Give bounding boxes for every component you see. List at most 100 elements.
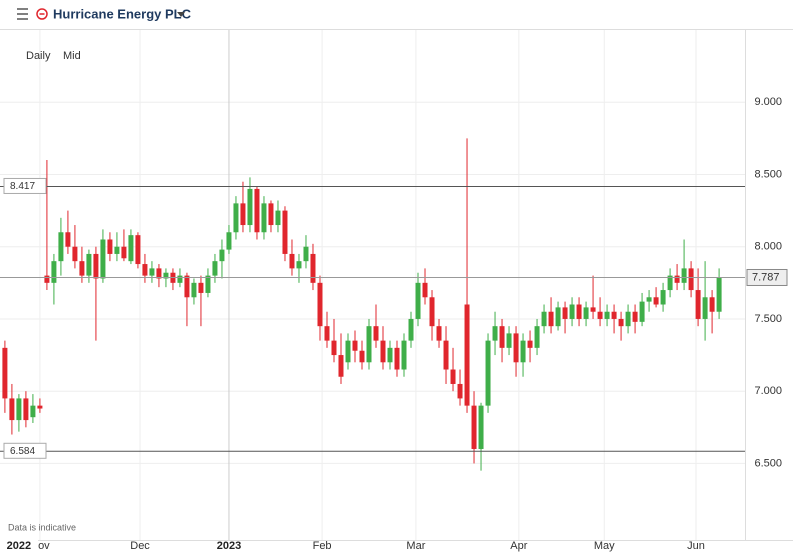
candle-body <box>716 277 722 312</box>
candle-body <box>464 304 470 406</box>
candle-body <box>541 311 547 327</box>
candle-body <box>16 398 22 421</box>
candle-body <box>359 350 365 363</box>
candle-body <box>219 249 225 262</box>
candle-body <box>387 347 393 363</box>
y-tick-label: 8.000 <box>754 241 782 253</box>
candle-body <box>345 340 351 363</box>
y-tick-label: 7.500 <box>754 313 782 325</box>
candle-body <box>450 369 456 384</box>
candle-body <box>268 203 274 226</box>
candle-body <box>30 405 36 418</box>
candle-body <box>667 275 673 291</box>
candle-body <box>191 282 197 298</box>
candle-body <box>37 405 43 409</box>
candle-body <box>688 268 694 291</box>
last-price-label: 7.787 <box>752 271 780 283</box>
candle-body <box>296 261 302 269</box>
candle-body <box>569 304 575 319</box>
candle-body <box>114 246 120 254</box>
candle-body <box>618 318 624 327</box>
x-tick-label: Apr <box>510 540 527 552</box>
x-tick-label: May <box>594 540 615 552</box>
dropdown-arrow[interactable] <box>177 12 185 17</box>
candle-body <box>163 272 169 279</box>
candle-body <box>590 307 596 312</box>
candle-body <box>548 311 554 327</box>
y-tick-label: 7.000 <box>754 385 782 397</box>
candle-body <box>443 340 449 370</box>
candle-body <box>625 311 631 327</box>
menu-icon[interactable] <box>17 8 28 20</box>
candle-body <box>639 301 645 322</box>
candle-body <box>513 333 519 363</box>
candle-body <box>205 275 211 293</box>
candle-body <box>352 340 358 351</box>
candle-body <box>58 232 64 262</box>
disclaimer: Data is indicative <box>8 522 76 532</box>
candle-body <box>142 264 148 276</box>
candle-body <box>506 333 512 348</box>
y-tick-label: 8.500 <box>754 168 782 180</box>
candle-body <box>604 311 610 319</box>
candle-body <box>702 297 708 319</box>
candle-body <box>485 340 491 406</box>
x-tick-label: Mar <box>406 540 425 552</box>
x-tick-label: 2023 <box>217 540 241 552</box>
candle-body <box>674 275 680 283</box>
x-tick-label: 2022 <box>7 540 31 552</box>
candle-body <box>597 311 603 319</box>
candle-body <box>709 297 715 312</box>
line-label: 6.584 <box>10 446 35 457</box>
x-tick-label: Dec <box>130 540 150 552</box>
candle-body <box>44 275 50 283</box>
candle-body <box>534 326 540 348</box>
candle-body <box>72 246 78 262</box>
candle-body <box>184 275 190 298</box>
candles <box>2 138 722 471</box>
candle-body <box>23 398 29 421</box>
x-tick-label: Feb <box>313 540 332 552</box>
candle-body <box>660 290 666 305</box>
price-type-label[interactable]: Mid <box>63 50 81 62</box>
candle-body <box>198 282 204 293</box>
candle-body <box>9 398 15 421</box>
candle-body <box>317 282 323 327</box>
candle-body <box>380 340 386 363</box>
candle-body <box>562 307 568 319</box>
candle-body <box>254 188 260 233</box>
candle-body <box>478 405 484 449</box>
candle-body <box>527 340 533 348</box>
candle-body <box>408 318 414 341</box>
candle-body <box>415 282 421 319</box>
candle-body <box>583 307 589 319</box>
line-label-box <box>3 177 47 194</box>
candle-body <box>429 297 435 327</box>
candle-body <box>646 297 652 302</box>
candle-body <box>520 340 526 363</box>
candle-body <box>149 268 155 276</box>
candle-body <box>107 239 113 254</box>
candle-body <box>436 326 442 341</box>
candle-body <box>93 253 99 279</box>
candle-body <box>247 188 253 226</box>
candle-body <box>681 268 687 283</box>
candle-body <box>366 326 372 363</box>
y-tick-label: 6.500 <box>754 457 782 469</box>
candle-body <box>135 235 141 265</box>
candle-body <box>65 232 71 247</box>
candle-body <box>695 290 701 319</box>
candle-body <box>226 232 232 250</box>
candle-body <box>401 340 407 370</box>
candle-body <box>310 253 316 283</box>
candle-body <box>471 405 477 449</box>
candle-body <box>324 326 330 341</box>
interval-label[interactable]: Daily <box>26 50 51 62</box>
candle-body <box>275 210 281 226</box>
candle-body <box>499 326 505 348</box>
instrument-title[interactable]: Hurricane Energy PLC <box>53 6 192 21</box>
candle-body <box>373 326 379 341</box>
line-label-box <box>3 442 47 459</box>
candle-body <box>128 235 134 262</box>
